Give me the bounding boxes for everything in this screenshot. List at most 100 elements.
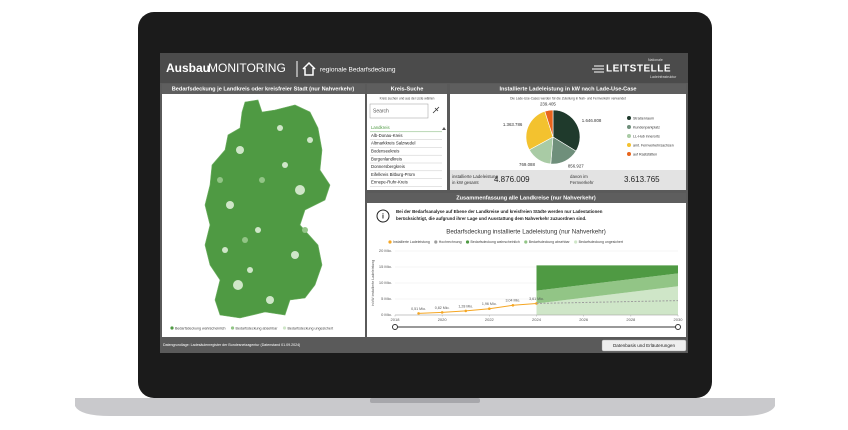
forecast-line <box>536 300 679 304</box>
footer-button-label: Datenbasis und Erläuterungen <box>613 343 676 348</box>
laptop-notch <box>370 398 480 403</box>
legend-dot <box>230 326 235 330</box>
header-subtitle: regionale Bedarfsdeckung <box>320 67 396 74</box>
map-legend: Bedarfsdeckung wahrscheinlich Bedarfsdeck… <box>170 326 333 330</box>
x-tick-label: 2026 <box>579 317 589 322</box>
slider-handle[interactable] <box>675 324 681 330</box>
pie-chart: 1.646.808 Straßenraum 856.927 Kundenparkpla… <box>503 102 674 169</box>
legend-dot <box>574 240 578 244</box>
kpi-label: installierte Ladeleistung <box>452 174 498 179</box>
x-tick-label: 2028 <box>626 317 636 322</box>
data-label: 3,04 Mio. <box>506 299 521 303</box>
kpi-value: 4.876.009 <box>494 175 530 184</box>
y-axis-label: in kW installierte Ladeleistung <box>371 260 375 306</box>
legend-dot <box>170 326 174 330</box>
legend-label: Bedarfsdeckung wahrscheinlich <box>175 326 226 330</box>
info-icon-i: i <box>382 213 384 220</box>
list-item[interactable]: Altmarkkreis Salzwedel <box>371 141 415 146</box>
data-point[interactable] <box>440 311 444 314</box>
logo-sub: Ladeinfrastruktur <box>650 75 677 79</box>
search-title: Kreis-Suche <box>391 86 424 92</box>
map-shape <box>204 99 331 319</box>
area <box>536 265 678 291</box>
summary-panel <box>367 193 686 337</box>
list-item[interactable]: Donnersbergkreis <box>371 164 405 169</box>
legend-label: Installierte Ladeleistung <box>393 240 430 244</box>
area <box>536 273 678 304</box>
y-tick-label: 20 Mio. <box>379 248 392 253</box>
kpi-label: in kW gesamt <box>452 180 479 185</box>
kpi-row <box>450 170 686 190</box>
legend-dot <box>282 326 287 330</box>
y-tick-label: 0 Mio. <box>381 312 392 317</box>
legend-label: Hochrechnung <box>439 240 462 244</box>
kpi-value: 3.613.765 <box>624 175 660 184</box>
home-icon[interactable] <box>302 61 316 76</box>
line-chart-title: Bedarfsdeckung installierte Ladeleistung… <box>446 229 606 236</box>
search-placeholder: Search <box>373 108 389 114</box>
list-item[interactable]: Ennepe-Ruhr-Kreis <box>371 180 408 185</box>
data-label: 1,28 Mio. <box>458 304 473 308</box>
list-item[interactable]: Bodenseekreis <box>371 149 399 154</box>
legend-dot <box>627 116 631 120</box>
list-item[interactable]: Burgenlandkreis <box>371 156 402 161</box>
legend-label: Kundenparkplatz <box>633 125 660 129</box>
legend-dot <box>627 134 631 138</box>
pie-value-label: 1.646.808 <box>582 118 602 123</box>
x-tick-label: 2020 <box>438 317 448 322</box>
list-item[interactable]: Eifelkreis Bitburg-Prüm <box>371 172 415 177</box>
legend-dot <box>627 125 631 129</box>
data-label: 0,51 Mio. <box>411 307 426 311</box>
legend-label: Bedarfsdeckung wahrscheinlich <box>471 240 520 244</box>
list-item[interactable]: Alb-Donau-Kreis <box>371 133 403 138</box>
footer-button[interactable] <box>601 339 687 352</box>
info-line: Bei der Bedarfsanalyse auf Ebene der Lan… <box>396 209 603 214</box>
data-point[interactable] <box>488 307 491 311</box>
map-patches <box>222 125 313 304</box>
brand-light: MONITORING <box>208 61 286 75</box>
legend-dot <box>434 240 438 244</box>
search-list: Landkreis Alb-Donau-Kreis Altmarkkreis Sal… <box>370 125 446 187</box>
x-tick-label: 2024 <box>532 317 542 322</box>
search-hint: Kreis suchen und aus der Liste wählen <box>380 96 435 100</box>
data-label: 1,96 Mio. <box>482 302 497 306</box>
slider-handle[interactable] <box>392 324 398 330</box>
pie-slice[interactable] <box>544 109 554 138</box>
summary-title: Zusammenfassung alle Landkreise (nur Nah… <box>456 195 596 201</box>
x-tick-label: 2022 <box>485 317 495 322</box>
legend-dot <box>524 240 528 244</box>
pie-value-label: 856.927 <box>568 164 584 169</box>
search-box[interactable] <box>369 103 429 119</box>
map-patches-mid <box>217 177 308 243</box>
legend-label: Bedarfsdeckung ungesichert <box>288 326 334 330</box>
pie-slice[interactable] <box>525 110 554 151</box>
pie-title: Installierte Ladeleistung in kW nach Lad… <box>499 86 636 92</box>
kpi-label: davon im <box>570 174 588 179</box>
logo: LEITSTELLE <box>606 64 671 75</box>
legend-dot <box>465 240 470 244</box>
legend-label: Bedarfsdeckung absehbar <box>236 326 279 330</box>
pie-value-label: 239.405 <box>540 102 556 107</box>
laptop-base <box>75 398 775 416</box>
germany-map[interactable] <box>204 99 331 319</box>
list-item[interactable]: Landkreis <box>371 125 390 130</box>
legend-dot <box>627 152 631 156</box>
data-label: 0,82 Mio. <box>435 306 450 310</box>
data-point[interactable] <box>464 309 468 313</box>
line-chart: Installierte Ladeleistung Hochrechnung Bed… <box>371 240 683 330</box>
header <box>160 53 688 83</box>
legend-label: Bedarfsdeckung absehbar <box>529 240 571 244</box>
data-point[interactable] <box>417 312 420 315</box>
data-label: 3,61 Mio. <box>529 297 544 301</box>
pie-subtitle: Die Lade-Use-Cases werden für die Zuteil… <box>510 96 626 100</box>
y-tick-label: 10 Mio. <box>379 280 392 285</box>
scroll-arrow[interactable] <box>442 127 446 130</box>
legend-label: LL-Hub innerorts <box>633 134 660 138</box>
data-point[interactable] <box>511 303 515 307</box>
legend-label: amt. Fernverkehrsachsen <box>633 143 674 147</box>
y-tick-label: 5 Mio. <box>381 296 392 301</box>
footer-source: Datengrundlage: Ladesäulenregister der B… <box>163 343 300 347</box>
clear-icon[interactable] <box>432 106 440 114</box>
info-line: berücksichtigt, die aufgrund ihrer Lage … <box>396 216 586 221</box>
legend-dot <box>627 143 631 147</box>
